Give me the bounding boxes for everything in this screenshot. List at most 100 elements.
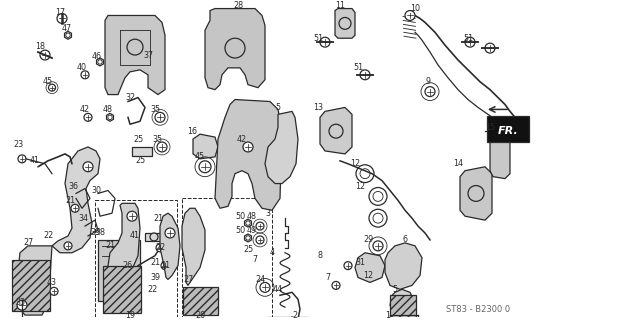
Text: 9: 9 xyxy=(426,77,431,86)
Polygon shape xyxy=(390,289,415,319)
Text: 17: 17 xyxy=(55,8,65,17)
Circle shape xyxy=(425,87,435,97)
Text: 22: 22 xyxy=(147,285,157,294)
Circle shape xyxy=(98,60,102,64)
Text: 6: 6 xyxy=(402,236,407,244)
Text: 12: 12 xyxy=(363,271,373,280)
Text: 32: 32 xyxy=(125,93,135,102)
Polygon shape xyxy=(490,131,510,179)
Text: 51: 51 xyxy=(463,34,473,43)
Bar xyxy=(98,240,140,301)
Circle shape xyxy=(50,287,58,295)
Polygon shape xyxy=(108,203,140,279)
Text: 48: 48 xyxy=(247,212,257,221)
Circle shape xyxy=(344,262,352,269)
Text: 10: 10 xyxy=(410,4,420,13)
Polygon shape xyxy=(460,167,492,220)
Bar xyxy=(183,287,218,315)
Text: 15: 15 xyxy=(485,123,495,132)
Circle shape xyxy=(71,204,79,212)
Polygon shape xyxy=(215,100,282,210)
Text: 12: 12 xyxy=(355,182,365,191)
Circle shape xyxy=(225,38,245,58)
Text: 8: 8 xyxy=(318,251,323,260)
Text: 51: 51 xyxy=(313,34,323,43)
Polygon shape xyxy=(244,219,252,227)
Text: 39: 39 xyxy=(90,228,100,237)
Bar xyxy=(103,266,141,313)
Circle shape xyxy=(360,70,370,80)
Polygon shape xyxy=(335,9,355,38)
Circle shape xyxy=(405,11,415,20)
Text: 47: 47 xyxy=(62,24,72,33)
Text: 23: 23 xyxy=(13,140,23,148)
Text: 22: 22 xyxy=(155,243,165,252)
Polygon shape xyxy=(182,208,205,285)
Polygon shape xyxy=(193,134,218,159)
Text: 46: 46 xyxy=(92,52,102,60)
Text: 49: 49 xyxy=(247,226,257,235)
Circle shape xyxy=(18,155,26,163)
Text: 5: 5 xyxy=(275,103,281,112)
Text: 27: 27 xyxy=(23,238,33,247)
Text: 45: 45 xyxy=(195,152,205,161)
Bar xyxy=(12,260,50,311)
Circle shape xyxy=(246,221,251,225)
Text: 14: 14 xyxy=(453,159,463,168)
Bar xyxy=(390,295,416,319)
Circle shape xyxy=(373,213,383,223)
Text: 11: 11 xyxy=(335,1,345,10)
Text: 24: 24 xyxy=(255,275,265,284)
Text: 21: 21 xyxy=(160,261,170,270)
Text: 3: 3 xyxy=(265,209,270,218)
Text: 18: 18 xyxy=(35,42,45,51)
Circle shape xyxy=(339,18,351,29)
Polygon shape xyxy=(355,253,385,283)
Text: 21: 21 xyxy=(65,196,75,205)
Circle shape xyxy=(150,233,158,241)
Bar xyxy=(182,198,272,317)
Bar xyxy=(95,200,177,317)
Circle shape xyxy=(156,244,164,252)
Polygon shape xyxy=(52,147,100,253)
Polygon shape xyxy=(265,111,298,184)
Text: 42: 42 xyxy=(237,135,247,144)
Text: 41: 41 xyxy=(30,156,40,165)
Text: 26: 26 xyxy=(122,261,132,270)
Circle shape xyxy=(199,161,211,173)
Circle shape xyxy=(84,113,92,121)
Circle shape xyxy=(127,211,137,221)
Bar xyxy=(145,233,163,241)
Text: 31: 31 xyxy=(355,258,365,267)
Circle shape xyxy=(256,236,264,244)
Text: 43: 43 xyxy=(47,278,57,287)
Text: 5: 5 xyxy=(392,285,397,294)
Circle shape xyxy=(373,191,383,201)
Text: 40: 40 xyxy=(77,63,87,72)
Polygon shape xyxy=(15,246,52,315)
Circle shape xyxy=(165,228,175,238)
Text: 25: 25 xyxy=(135,156,145,165)
Circle shape xyxy=(57,13,67,23)
Circle shape xyxy=(66,33,70,37)
Text: 41: 41 xyxy=(130,231,140,240)
Text: 1: 1 xyxy=(386,311,391,320)
Circle shape xyxy=(108,115,112,119)
Text: 33: 33 xyxy=(15,298,25,307)
Text: 22: 22 xyxy=(43,231,53,240)
Circle shape xyxy=(356,165,374,183)
Text: 25: 25 xyxy=(133,135,143,144)
Text: 13: 13 xyxy=(313,103,323,112)
Text: 35: 35 xyxy=(152,135,162,144)
Polygon shape xyxy=(205,9,265,90)
Text: 51: 51 xyxy=(353,63,363,72)
Polygon shape xyxy=(244,234,252,242)
Text: 21: 21 xyxy=(105,241,115,250)
Polygon shape xyxy=(65,31,72,39)
Text: 50: 50 xyxy=(235,226,245,235)
Text: 48: 48 xyxy=(103,105,113,114)
Circle shape xyxy=(468,186,484,201)
Text: 35: 35 xyxy=(150,105,160,114)
Circle shape xyxy=(360,169,370,179)
Circle shape xyxy=(81,71,89,79)
